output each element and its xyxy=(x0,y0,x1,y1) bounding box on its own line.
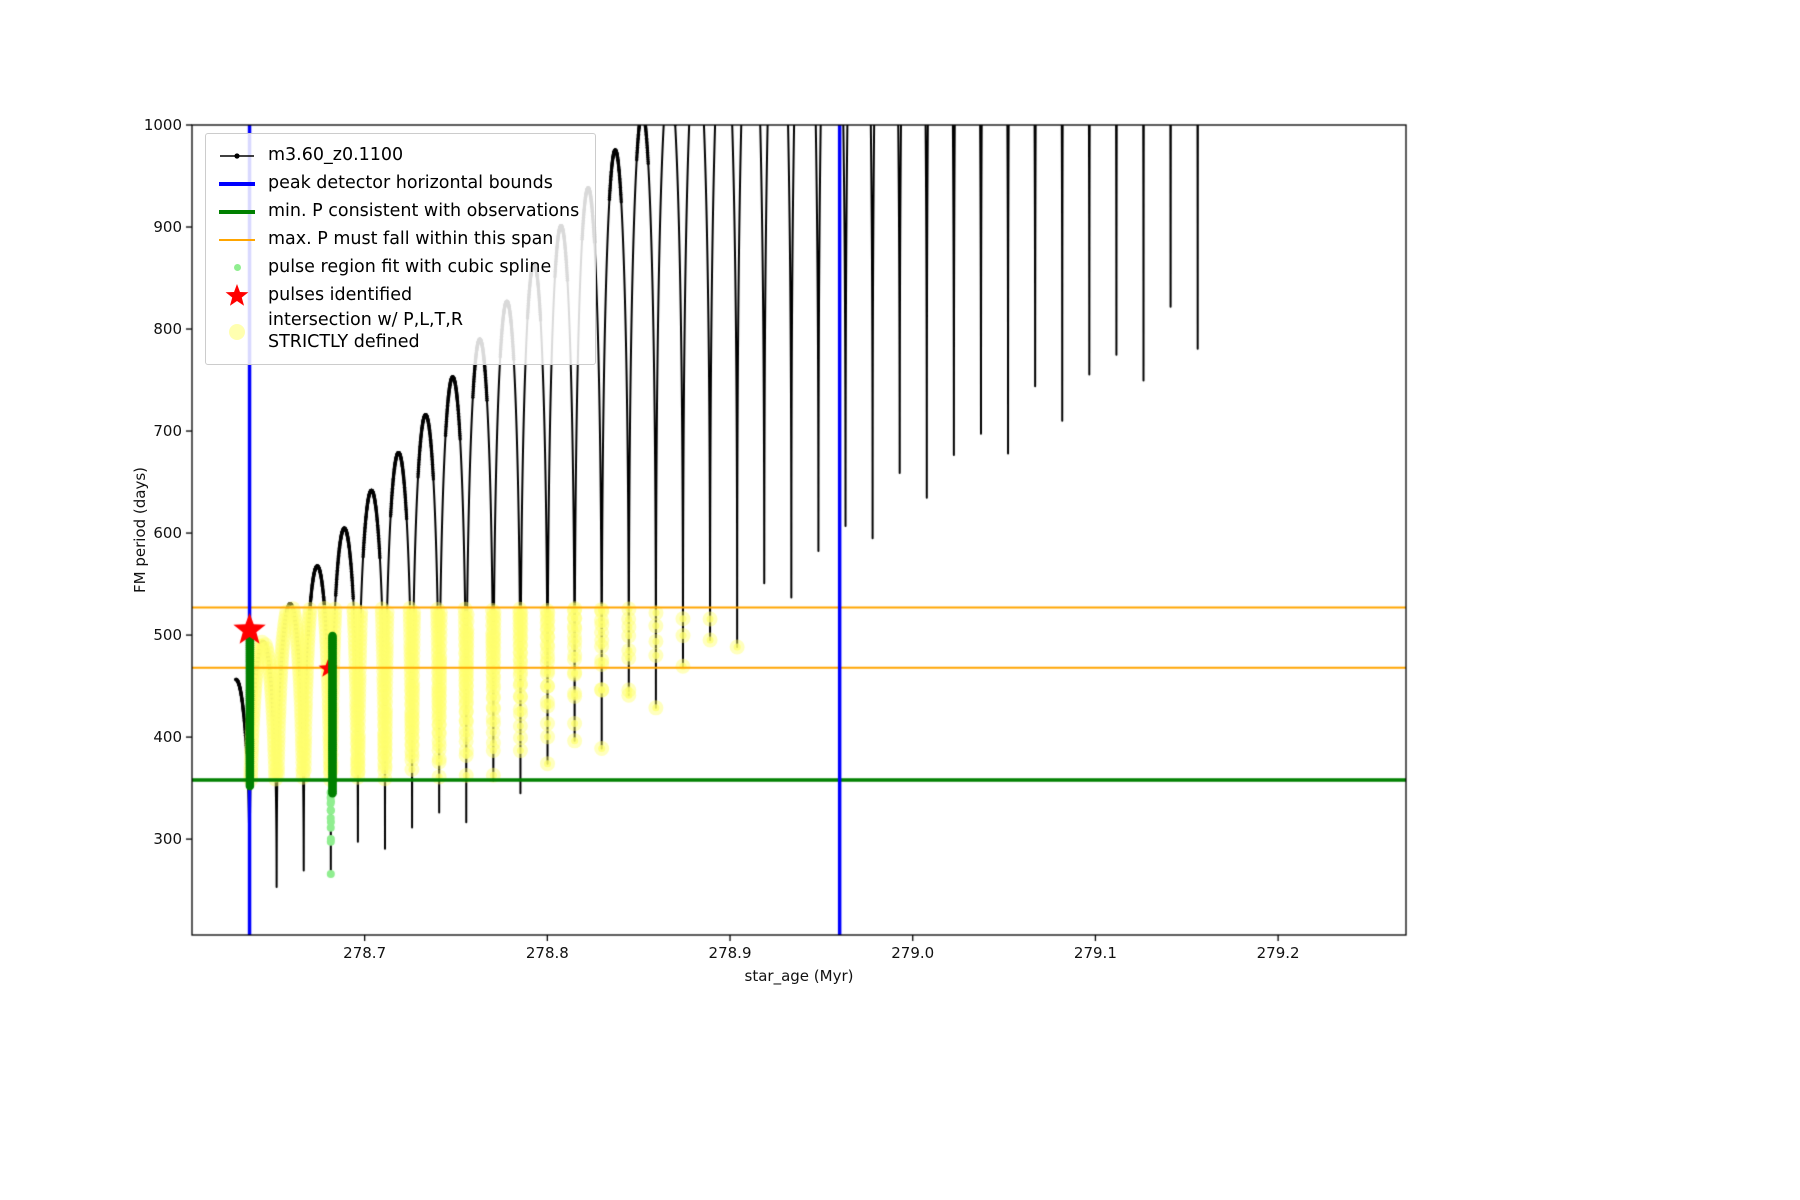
legend-label-pulses: pulses identified xyxy=(268,284,413,305)
x-tick-label: 278.9 xyxy=(708,944,752,962)
y-tick-label: 300 xyxy=(153,830,182,849)
x-tick-label: 279.0 xyxy=(891,944,935,962)
legend-entry-peak-bounds: peak detector horizontal bounds xyxy=(216,170,579,197)
x-tick-label: 278.8 xyxy=(525,944,569,962)
y-tick-label: 600 xyxy=(153,524,182,543)
yellow-dot-icon xyxy=(216,323,258,340)
x-tick-label: 279.1 xyxy=(1073,944,1117,962)
y-tick-label: 400 xyxy=(153,728,182,747)
legend-label-model: m3.60_z0.1100 xyxy=(268,144,404,165)
legend-entry-spline: pulse region fit with cubic spline xyxy=(216,254,579,281)
legend: m3.60_z0.1100 peak detector horizontal b… xyxy=(205,133,597,365)
y-tick-label: 1000 xyxy=(143,116,182,134)
green-line-icon xyxy=(216,209,258,214)
y-tick-label: 500 xyxy=(153,626,182,645)
y-tick-label: 700 xyxy=(153,422,182,441)
legend-entry-max-p: max. P must fall within this span xyxy=(216,226,579,253)
legend-label-min-p: min. P consistent with observations xyxy=(268,200,580,221)
orange-line-icon xyxy=(216,238,258,241)
legend-entry-pulses: pulses identified xyxy=(216,282,579,309)
x-axis-label: star_age (Myr) xyxy=(744,967,854,985)
legend-entry-intersection: intersection w/ P,L,T,R STRICTLY defined xyxy=(216,310,579,354)
legend-label-max-p: max. P must fall within this span xyxy=(268,228,554,249)
legend-label-spline: pulse region fit with cubic spline xyxy=(268,256,552,277)
blue-line-icon xyxy=(216,181,258,186)
legend-entry-model: m3.60_z0.1100 xyxy=(216,142,579,169)
model-line-dot-icon xyxy=(216,147,258,165)
legend-label-intersection: intersection w/ P,L,T,R STRICTLY defined xyxy=(268,310,463,352)
red-star-icon xyxy=(216,283,258,309)
x-tick-label: 279.2 xyxy=(1256,944,1300,962)
lightgreen-dot-icon xyxy=(216,264,258,271)
y-tick-label: 900 xyxy=(153,218,182,236)
legend-entry-min-p: min. P consistent with observations xyxy=(216,198,579,225)
legend-label-peak-bounds: peak detector horizontal bounds xyxy=(268,172,553,193)
x-tick-label: 278.7 xyxy=(343,944,387,962)
y-tick-label: 800 xyxy=(153,320,182,339)
